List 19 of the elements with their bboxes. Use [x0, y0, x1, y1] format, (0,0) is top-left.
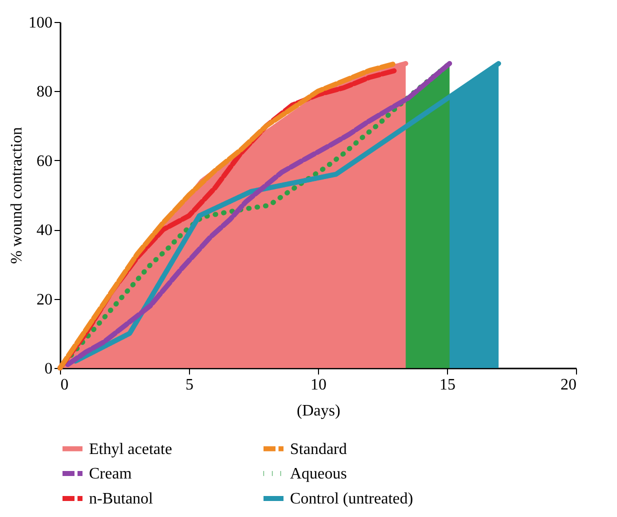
- x-tick-label: 15: [440, 376, 456, 394]
- x-axis-title: (Days): [296, 402, 340, 420]
- legend-label: Ethyl acetate: [89, 440, 172, 458]
- x-tick-label: 0: [60, 376, 68, 394]
- legend-label: Aqueous: [290, 466, 347, 482]
- y-tick-label: 40: [36, 222, 52, 240]
- legend-label: Cream: [89, 466, 132, 482]
- legend-label: Standard: [290, 440, 347, 458]
- x-tick-label: 10: [310, 376, 326, 394]
- y-tick-label: 20: [36, 291, 52, 308]
- y-axis-title: % wound contraction: [8, 127, 26, 264]
- legend-label: n-Butanol: [89, 490, 154, 508]
- x-tick-label: 5: [186, 376, 194, 394]
- y-tick-label: 0: [44, 360, 52, 378]
- legend-label: Control (untreated): [290, 490, 414, 508]
- x-tick-label: 20: [560, 376, 576, 394]
- y-tick-label: 80: [36, 84, 52, 101]
- y-tick-label: 60: [36, 152, 52, 170]
- y-tick-label: 100: [28, 14, 52, 32]
